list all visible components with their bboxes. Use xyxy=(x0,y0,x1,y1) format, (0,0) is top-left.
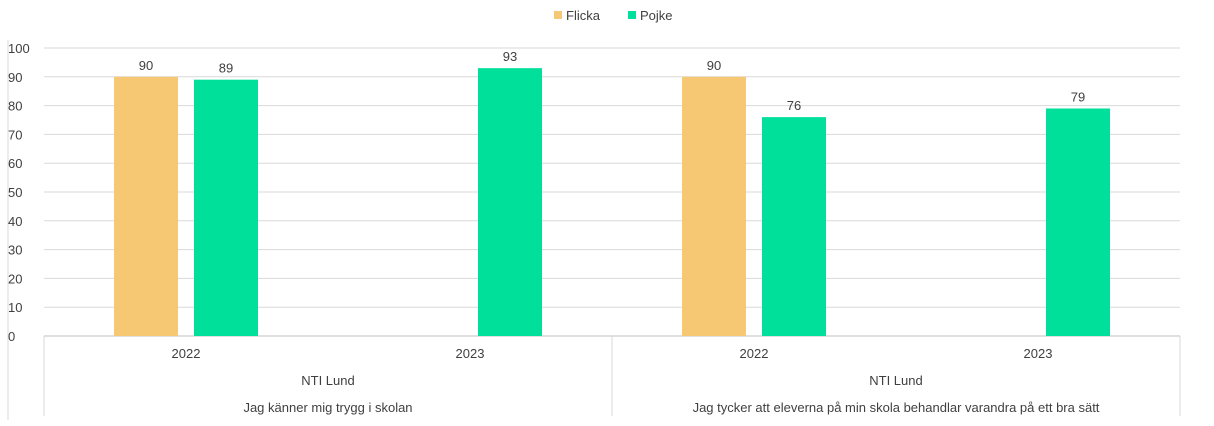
gridlines xyxy=(7,40,1180,420)
y-tick-label-0: 0 xyxy=(8,329,15,344)
legend-label-pojke: Pojke xyxy=(640,8,673,23)
x-year-label: 2022 xyxy=(740,346,769,361)
data-label-pojke-2023-g2: 79 xyxy=(1071,89,1085,104)
legend-swatch-flicka xyxy=(554,11,562,19)
y-tick-label-30: 30 xyxy=(8,243,22,258)
bar-pojke-2022-g1 xyxy=(194,79,258,337)
bar-pojke-2023-g1 xyxy=(478,68,542,336)
data-label-flicka-2022-g1: 90 xyxy=(139,58,153,73)
bar-pojke-2023-g2 xyxy=(1046,108,1110,336)
x-year-label: 2022 xyxy=(172,346,201,361)
bar-pojke-2022-g2 xyxy=(762,117,826,337)
data-label-pojke-2022-g1: 89 xyxy=(219,61,233,76)
y-tick-label-20: 20 xyxy=(8,271,22,286)
x-axis: 2022 2023 NTI Lund Jag känner mig trygg i s… xyxy=(43,336,1181,416)
y-tick-label-50: 50 xyxy=(8,185,22,200)
y-tick-label-40: 40 xyxy=(8,214,22,229)
x-year-label: 2023 xyxy=(456,346,485,361)
y-tick-label-60: 60 xyxy=(8,156,22,171)
legend: Flicka Pojke xyxy=(554,8,673,23)
legend-label-flicka: Flicka xyxy=(566,8,601,23)
x-year-label: 2023 xyxy=(1024,346,1053,361)
y-axis: 0 10 20 30 40 50 60 70 80 90 100 xyxy=(8,41,30,344)
y-tick-label-70: 70 xyxy=(8,127,22,142)
x-question-label: Jag tycker att eleverna på min skola beh… xyxy=(693,400,1100,415)
data-label-flicka-2022-g2: 90 xyxy=(707,58,721,73)
legend-swatch-pojke xyxy=(628,11,636,19)
x-school-label: NTI Lund xyxy=(301,373,354,388)
bars: 90 89 93 90 76 79 xyxy=(114,49,1110,337)
y-tick-label-100: 100 xyxy=(8,41,30,56)
x-question-label: Jag känner mig trygg i skolan xyxy=(243,400,412,415)
y-tick-label-90: 90 xyxy=(8,70,22,85)
bar-flicka-2022-g2 xyxy=(682,76,746,337)
data-label-pojke-2022-g2: 76 xyxy=(787,98,801,113)
x-school-label: NTI Lund xyxy=(869,373,922,388)
data-label-pojke-2023-g1: 93 xyxy=(503,49,517,64)
bar-flicka-2022-g1 xyxy=(114,76,178,337)
y-tick-label-80: 80 xyxy=(8,99,22,114)
y-tick-label-10: 10 xyxy=(8,300,22,315)
